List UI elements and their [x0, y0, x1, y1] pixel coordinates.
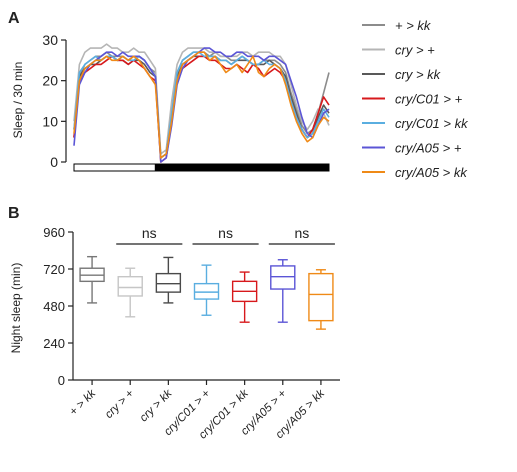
- legend-label: cry > +: [395, 43, 435, 58]
- legend-label: cry/A05 > kk: [395, 165, 468, 180]
- sleep-profile-series-line: [73, 47, 330, 163]
- night-sleep-x-tick-label: cry > kk: [138, 387, 176, 425]
- night-sleep-y-tick-label: 240: [43, 336, 65, 351]
- legend-label: cry/C01 > kk: [395, 116, 469, 131]
- legend-label: cry > kk: [395, 67, 442, 82]
- night-sleep-boxplot: 0 240 480 720 960 Night sleep (min) ns ns ns +…: [9, 225, 340, 442]
- significance-label: ns: [294, 225, 309, 241]
- significance-brackets: ns ns ns: [116, 225, 335, 245]
- legend-label: + > kk: [395, 18, 432, 33]
- sleep-profile-y-tick-label: 20: [42, 73, 58, 89]
- box-iqr: [193, 282, 220, 300]
- light-phase-bar: [73, 163, 156, 172]
- sleep-profile-y-tick-label: 10: [42, 113, 58, 129]
- panel-label-a: A: [8, 10, 20, 27]
- night-sleep-y-tick-label: 960: [43, 225, 65, 240]
- legend-label: cry/C01 > +: [395, 92, 463, 107]
- night-sleep-y-tick-label: 480: [43, 299, 65, 314]
- sleep-profile-chart: 0 10 20 30 Sleep / 30 min: [11, 32, 330, 172]
- boxplot-boxes: [79, 255, 334, 385]
- significance-label: ns: [218, 225, 233, 241]
- sleep-profile-series-line: [73, 51, 330, 159]
- box-iqr: [308, 272, 334, 322]
- night-sleep-y-label: Night sleep (min): [9, 263, 23, 354]
- night-sleep-x-tick-label: cry > +: [103, 387, 137, 421]
- sleep-profile-y-label: Sleep / 30 min: [11, 62, 25, 139]
- legend-label: cry/A05 > +: [395, 141, 462, 156]
- sleep-profile-series-line: [73, 55, 330, 163]
- sleep-profile-y-tick-label: 30: [42, 32, 58, 48]
- sleep-profile-series-line: [73, 55, 330, 159]
- light-dark-bar: [73, 163, 330, 172]
- box-iqr: [117, 276, 143, 297]
- sleep-profile-y-tick-label: 0: [50, 154, 58, 170]
- night-sleep-y-tick-label: 0: [58, 373, 65, 388]
- night-sleep-y-axis: 0 240 480 720 960: [43, 225, 340, 388]
- legend: + > kk cry > + cry > kk cry/C01 > + cry/C01 …: [362, 18, 469, 180]
- box-iqr: [155, 272, 182, 293]
- sleep-profile-y-axis: 0 10 20 30: [42, 32, 67, 170]
- sleep-profile-lines: [73, 43, 330, 163]
- night-sleep-x-tick-label: + > kk: [68, 387, 100, 419]
- panel-label-b: B: [8, 205, 20, 222]
- significance-label: ns: [142, 225, 157, 241]
- night-sleep-y-tick-label: 720: [43, 262, 65, 277]
- box-iqr: [270, 265, 296, 290]
- dark-phase-bar: [154, 163, 330, 172]
